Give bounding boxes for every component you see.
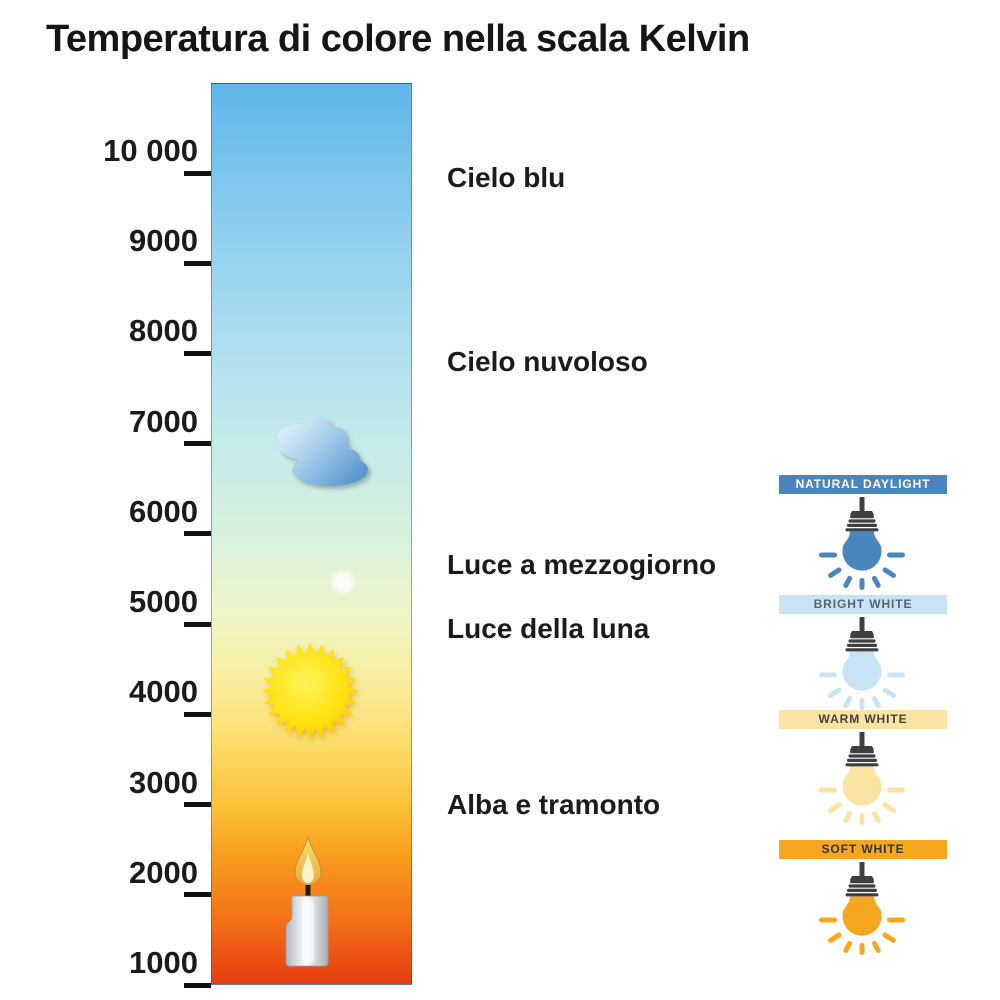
legend-banner: WARM WHITE: [779, 710, 947, 729]
lightbulb-icon: [819, 732, 905, 825]
legend-label: SOFT WHITE: [821, 842, 905, 856]
legend-item: SOFT WHITE: [779, 840, 947, 960]
scale-tick-label: 9000: [129, 223, 198, 259]
scale-tick-label: 7000: [129, 403, 198, 439]
legend-label: WARM WHITE: [818, 712, 908, 726]
clouds-icon: [278, 417, 368, 486]
lightbulb-icon: [819, 617, 905, 710]
legend-banner: NATURAL DAYLIGHT: [779, 475, 947, 494]
scale-tick-label: 3000: [129, 764, 198, 800]
scale-tick-label: 8000: [129, 313, 198, 349]
scale-tick-mark: [184, 802, 211, 808]
annotation-label: Cielo nuvoloso: [447, 346, 648, 378]
annotation-label: Alba e tramonto: [447, 788, 661, 820]
kelvin-gradient-bar: [211, 83, 412, 985]
moon-glow-icon: [329, 568, 357, 596]
legend-item: NATURAL DAYLIGHT: [779, 475, 947, 595]
candle-icon: [285, 836, 329, 967]
annotation-label: Luce a mezzogiorno: [447, 549, 717, 581]
scale-tick-mark: [184, 170, 211, 176]
scale-tick-label: 5000: [129, 584, 198, 620]
annotation-label: Luce della luna: [447, 612, 650, 644]
annotation-label: Cielo blu: [447, 161, 566, 193]
scale-tick-mark: [184, 350, 211, 356]
scale-tick-mark: [184, 892, 211, 898]
scale-tick-mark: [184, 531, 211, 537]
scale-tick-label: 2000: [129, 854, 198, 890]
legend-item: WARM WHITE: [779, 710, 947, 830]
scale-tick-label: 10 000: [103, 133, 198, 168]
legend-item: BRIGHT WHITE: [779, 595, 947, 715]
legend-label: NATURAL DAYLIGHT: [795, 477, 931, 491]
legend-label: BRIGHT WHITE: [813, 597, 913, 611]
scale-tick-mark: [184, 441, 211, 447]
lightbulb-icon: [819, 862, 905, 955]
scale-tick-mark: [184, 621, 211, 627]
scale-tick-mark: [184, 260, 211, 266]
scale-tick-label: 1000: [129, 945, 198, 980]
scale-tick-label: 4000: [129, 674, 198, 710]
lightbulb-icon: [819, 497, 905, 590]
scale-tick-mark: [184, 982, 211, 988]
scale-tick-mark: [184, 711, 211, 717]
scale-tick-label: 6000: [129, 493, 198, 529]
legend-banner: SOFT WHITE: [779, 840, 947, 859]
sun-icon: [262, 643, 358, 739]
page-title: Temperatura di colore nella scala Kelvin: [46, 18, 750, 60]
legend-banner: BRIGHT WHITE: [779, 595, 947, 614]
